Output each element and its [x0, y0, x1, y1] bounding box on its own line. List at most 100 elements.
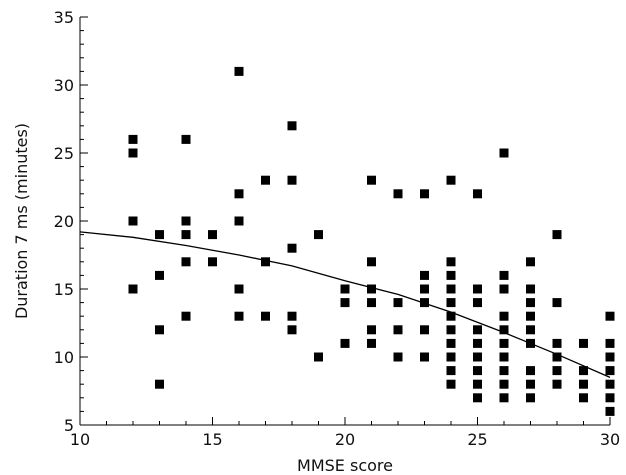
data-point: [181, 216, 191, 226]
data-point: [420, 189, 429, 199]
data-point: [234, 66, 244, 76]
data-point: [287, 243, 297, 253]
data-point: [155, 379, 164, 389]
data-point: [473, 379, 482, 389]
data-point: [446, 338, 456, 348]
y-tick-label: 10: [54, 348, 74, 367]
data-point: [287, 311, 297, 321]
data-point: [181, 311, 191, 321]
data-point: [420, 325, 429, 335]
data-point: [605, 352, 615, 362]
data-point: [526, 366, 535, 376]
data-point: [420, 352, 429, 362]
y-tick-label: 25: [54, 144, 74, 163]
data-point: [367, 325, 376, 335]
data-point: [420, 270, 429, 280]
data-point: [552, 298, 562, 308]
data-point: [446, 311, 456, 321]
data-point: [393, 352, 403, 362]
data-point: [499, 366, 509, 376]
data-point: [499, 352, 509, 362]
data-point: [446, 298, 456, 308]
data-point: [287, 325, 297, 335]
data-point: [155, 325, 164, 335]
data-point: [473, 352, 482, 362]
x-tick-label: 15: [202, 430, 222, 449]
trend-line: [79, 231, 611, 378]
data-point: [155, 270, 164, 280]
data-point: [234, 189, 244, 199]
data-point: [473, 189, 482, 199]
y-axis-title: Duration 7 ms (minutes): [12, 123, 31, 319]
data-point: [234, 311, 244, 321]
x-axis-title: MMSE score: [297, 456, 393, 475]
data-point: [393, 189, 403, 199]
data-point: [261, 257, 270, 267]
data-point: [393, 325, 403, 335]
data-point: [446, 366, 456, 376]
data-point: [499, 338, 509, 348]
data-point: [314, 230, 323, 240]
data-point: [446, 257, 456, 267]
data-point: [340, 298, 350, 308]
data-point: [128, 134, 138, 144]
data-point: [552, 352, 562, 362]
data-point: [605, 366, 615, 376]
data-point: [473, 393, 482, 403]
data-point: [367, 284, 376, 294]
y-ticks: 5 10 15 20 25 30 35: [54, 8, 88, 435]
y-tick-label: 20: [54, 212, 74, 231]
data-point: [473, 284, 482, 294]
x-tick-label: 30: [600, 430, 620, 449]
data-point: [526, 257, 535, 267]
y-tick-label: 35: [54, 8, 74, 27]
data-point: [208, 257, 217, 267]
data-point: [499, 393, 509, 403]
data-point: [367, 338, 376, 348]
data-point: [552, 379, 562, 389]
data-point: [473, 325, 482, 335]
data-point: [393, 298, 403, 308]
data-point: [446, 175, 456, 185]
data-point: [605, 311, 615, 321]
data-point: [473, 366, 482, 376]
data-point: [261, 311, 270, 321]
data-point: [499, 311, 509, 321]
data-point: [446, 270, 456, 280]
data-point: [552, 366, 562, 376]
data-point: [420, 298, 429, 308]
data-points: [128, 66, 615, 416]
y-tick-label: 15: [54, 280, 74, 299]
data-point: [155, 230, 164, 240]
data-point: [526, 298, 535, 308]
data-point: [181, 257, 191, 267]
data-point: [287, 121, 297, 131]
data-point: [579, 338, 588, 348]
data-point: [605, 393, 615, 403]
x-tick-label: 25: [467, 430, 487, 449]
data-point: [473, 338, 482, 348]
data-point: [128, 148, 138, 158]
y-tick-label: 5: [64, 416, 74, 435]
data-point: [181, 134, 191, 144]
data-point: [499, 148, 509, 158]
data-point: [526, 393, 535, 403]
data-point: [208, 230, 217, 240]
data-point: [446, 352, 456, 362]
data-point: [446, 325, 456, 335]
data-point: [234, 216, 244, 226]
data-point: [552, 230, 562, 240]
data-point: [605, 406, 615, 416]
data-point: [605, 338, 615, 348]
data-point: [526, 284, 535, 294]
data-point: [314, 352, 323, 362]
axes: [79, 17, 610, 426]
data-point: [420, 284, 429, 294]
data-point: [340, 338, 350, 348]
data-point: [446, 284, 456, 294]
data-point: [579, 393, 588, 403]
data-point: [499, 379, 509, 389]
data-point: [367, 175, 376, 185]
data-point: [234, 284, 244, 294]
x-tick-label: 20: [335, 430, 355, 449]
